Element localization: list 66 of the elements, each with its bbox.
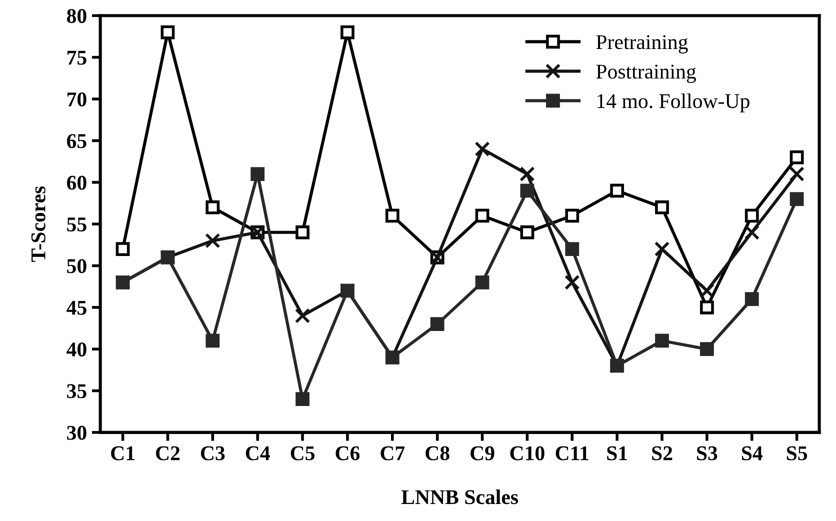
- legend-label: Pretraining: [596, 35, 688, 54]
- point: [655, 334, 669, 348]
- point: [475, 208, 490, 223]
- y-tick-label: 35: [67, 384, 86, 398]
- point: [790, 150, 804, 164]
- point: [699, 283, 715, 298]
- point: [475, 275, 490, 290]
- point: [520, 184, 534, 198]
- point: [520, 166, 535, 182]
- x-tick-label: C1: [111, 446, 134, 460]
- y-tick-label: 75: [67, 50, 86, 65]
- y-tick-label: 45: [66, 300, 86, 315]
- point: [744, 224, 760, 240]
- point: [610, 184, 624, 198]
- point: [789, 166, 804, 182]
- x-tick-label: C6: [336, 446, 360, 460]
- legend-label: Posttraining: [596, 64, 696, 83]
- legend-label: 14 mo. Follow-Up: [598, 94, 750, 112]
- x-tick-label: S3: [697, 446, 718, 460]
- point: [520, 225, 534, 240]
- point: [205, 233, 220, 248]
- x-tick-label: S1: [607, 446, 627, 460]
- x-tick-label: S5: [786, 446, 808, 460]
- point: [206, 334, 220, 348]
- point: [564, 274, 580, 290]
- x-tick-label: C10: [510, 446, 544, 460]
- y-axis-title: T-Scores: [31, 186, 46, 262]
- x-tick-label: S2: [652, 446, 672, 460]
- x-tick-label: C9: [470, 446, 494, 460]
- y-tick-label: 70: [67, 92, 86, 106]
- y-tick-label: 80: [66, 9, 86, 24]
- point: [296, 392, 310, 406]
- x-tick-label: C4: [246, 446, 270, 460]
- point: [116, 242, 130, 256]
- point: [565, 242, 580, 256]
- y-tick-label: 30: [67, 426, 86, 440]
- x-tick-label: S4: [742, 446, 762, 460]
- point: [700, 300, 714, 314]
- y-tick-label: 50: [67, 259, 86, 274]
- point: [474, 141, 490, 157]
- point: [744, 208, 759, 223]
- point: [294, 308, 310, 324]
- y-tick-label: 40: [66, 342, 86, 357]
- point: [296, 225, 310, 240]
- point: [250, 167, 265, 181]
- y-tick-label: 55: [67, 218, 86, 232]
- point: [565, 208, 580, 223]
- x-tick-label: C11: [556, 446, 588, 460]
- point: [206, 200, 220, 214]
- point: [385, 208, 400, 223]
- y-tick-label: 65: [67, 134, 86, 148]
- point: [160, 25, 175, 40]
- x-tick-label: C8: [426, 446, 450, 460]
- x-tick-label: C7: [380, 446, 405, 460]
- point: [430, 317, 444, 332]
- x-axis-title: LNNB Scales: [401, 490, 518, 504]
- point: [700, 342, 714, 356]
- point: [654, 241, 670, 257]
- x-tick-label: C2: [156, 446, 180, 460]
- point: [340, 25, 354, 40]
- x-tick-label: C5: [290, 446, 314, 460]
- point: [790, 192, 804, 206]
- point: [744, 292, 759, 306]
- x-tick-label: C3: [200, 446, 225, 460]
- point: [655, 200, 669, 214]
- y-tick-label: 60: [67, 176, 86, 190]
